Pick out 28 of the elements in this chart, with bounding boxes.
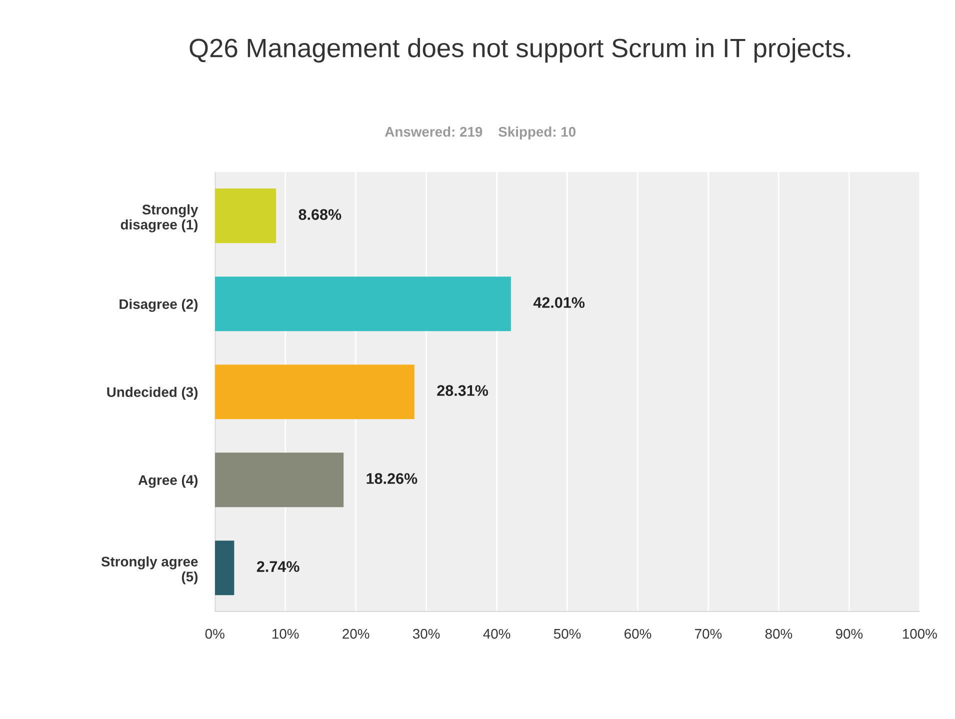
x-tick-label: 60% [624,628,652,639]
y-tick-label: Strongly disagree (1) [120,204,198,232]
x-tick-label: 10% [272,628,299,639]
x-tick-label: 80% [765,628,792,639]
chart-subtitle: Answered: 219 Skipped: 10 [385,126,576,140]
chart-title: Q26 Management does not support Scrum in IT projects. [190,38,850,63]
data-label: 18.26% [366,473,418,484]
data-label: 42.01% [533,297,585,308]
bar [214,188,276,244]
data-label: 28.31% [437,385,488,396]
x-tick-label: 70% [695,628,722,639]
bar [214,364,414,420]
y-tick-label: Disagree (2) [120,298,198,312]
bar [214,452,344,508]
y-tick-label: Strongly agree (5) [101,556,198,584]
x-tick-label: 100% [902,628,937,639]
x-tick-label: 50% [554,628,581,639]
x-tick-label: 20% [342,628,370,639]
x-tick-label: 90% [836,628,863,639]
data-label: 8.68% [298,209,342,220]
y-tick-label: Agree (4) [138,474,198,488]
x-tick-label: 0% [205,628,224,639]
y-tick-label: Undecided (3) [107,386,198,400]
bar [214,276,511,332]
x-tick-label: 30% [412,628,440,639]
x-tick-label: 40% [483,628,510,639]
data-label: 2.74% [256,561,300,572]
bar [214,540,234,596]
